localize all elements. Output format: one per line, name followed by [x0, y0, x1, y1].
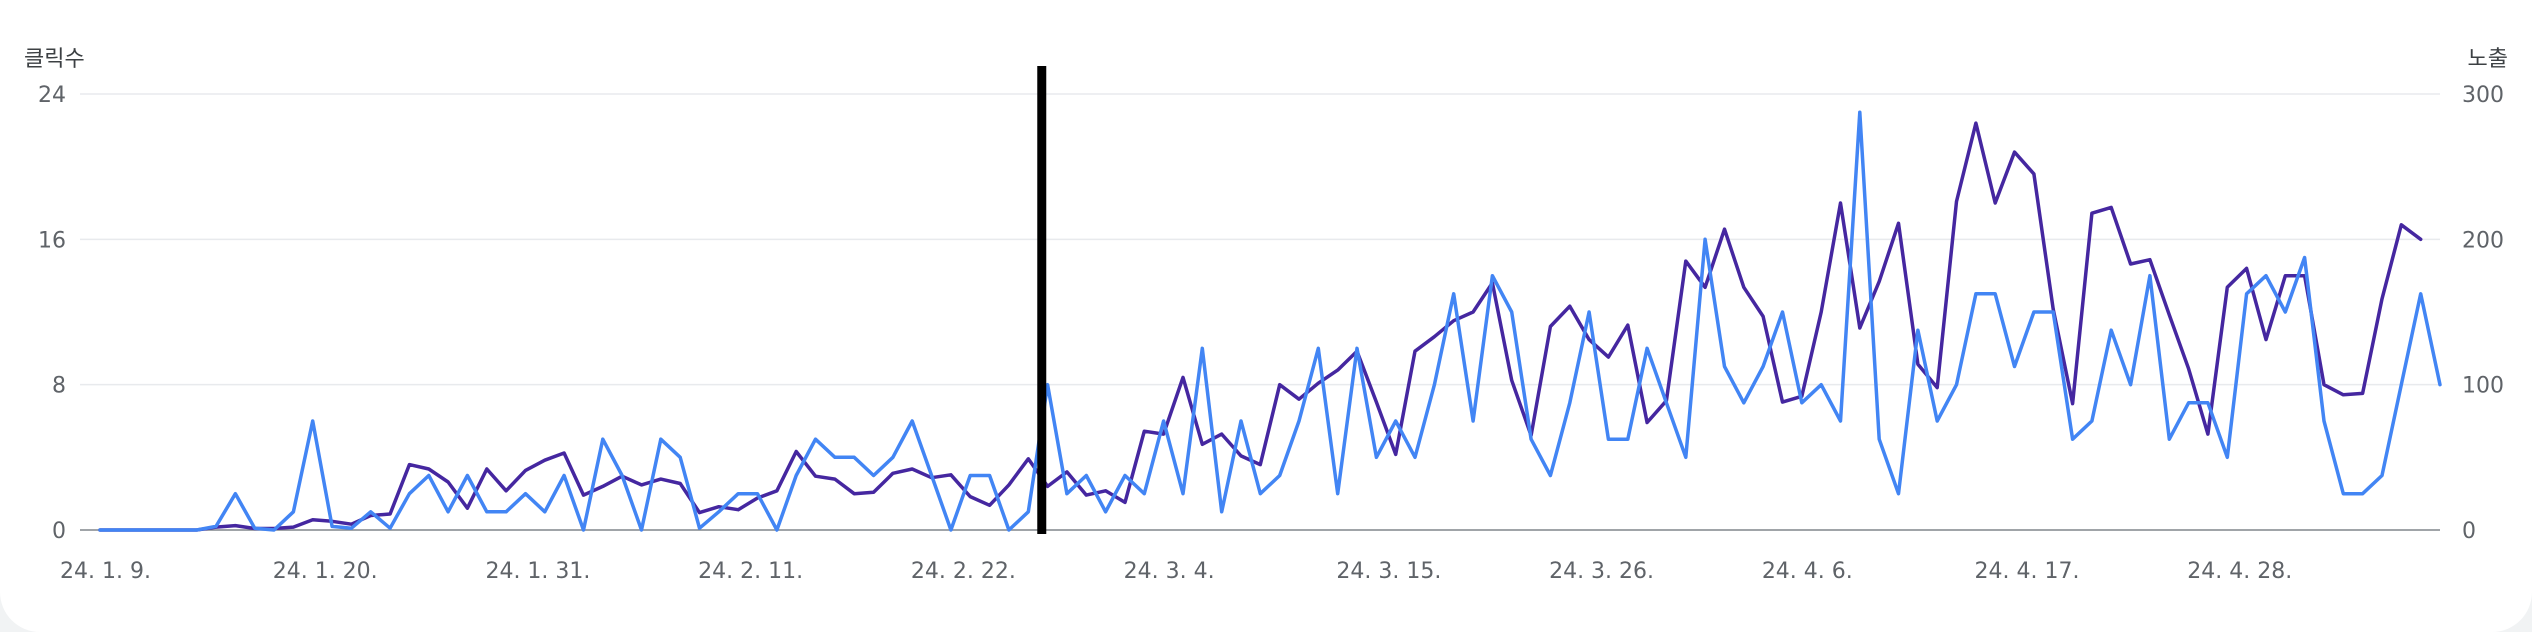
x-tick-label: 24. 3. 26. — [1549, 559, 1654, 584]
right-tick-label: 200 — [2462, 228, 2504, 253]
clicks-series-line — [98, 110, 2442, 532]
right-tick-label: 100 — [2462, 374, 2504, 399]
x-axis-ticks: 24. 1. 9. 24. 1. 20. 24. 1. 31. 24. 2. 11. 2… — [60, 559, 2292, 584]
x-tick-label: 24. 4. 28. — [2187, 559, 2292, 584]
impressions-series-line — [98, 121, 2423, 532]
x-tick-label: 24. 1. 31. — [485, 559, 590, 584]
right-tick-label: 0 — [2462, 519, 2476, 544]
left-tick-label: 16 — [38, 228, 66, 253]
left-axis-title: 클릭수 — [24, 47, 85, 72]
x-tick-label: 24. 2. 11. — [698, 559, 803, 584]
x-tick-label: 24. 1. 20. — [273, 559, 378, 584]
series-lines — [98, 110, 2442, 532]
x-tick-label: 24. 4. 17. — [1975, 559, 2080, 584]
x-tick-label: 24. 3. 15. — [1336, 559, 1441, 584]
left-tick-label: 24 — [38, 83, 66, 108]
x-tick-label: 24. 1. 9. — [60, 559, 151, 584]
right-tick-label: 300 — [2462, 83, 2504, 108]
right-axis-title: 노출 — [2468, 47, 2508, 72]
x-tick-label: 24. 3. 4. — [1124, 559, 1215, 584]
vertical-marker — [1037, 66, 1047, 534]
left-axis-ticks: 0 8 16 24 — [38, 83, 66, 544]
right-axis-ticks: 0 100 200 300 — [2462, 83, 2504, 544]
left-tick-label: 8 — [52, 374, 66, 399]
left-tick-label: 0 — [52, 519, 66, 544]
x-tick-label: 24. 2. 22. — [911, 559, 1016, 584]
annotation-marker — [1037, 66, 1047, 534]
gridlines — [80, 93, 2440, 531]
x-tick-label: 24. 4. 6. — [1762, 559, 1853, 584]
